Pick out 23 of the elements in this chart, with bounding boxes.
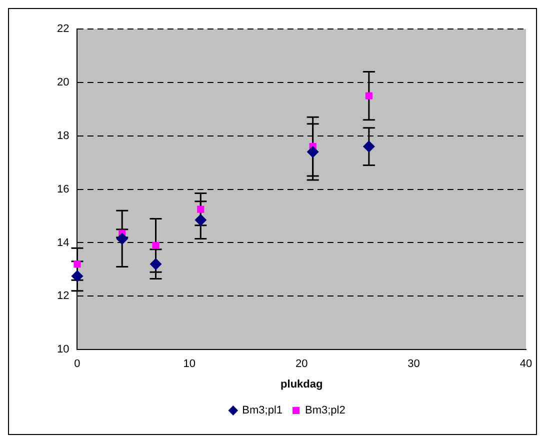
x-tick-label: 20 — [295, 358, 308, 370]
y-tick-label: 18 — [56, 130, 70, 142]
x-tick-label: 10 — [183, 358, 196, 370]
point — [306, 146, 319, 158]
y-tick-label: 12 — [56, 290, 70, 302]
point — [152, 242, 160, 249]
x-axis-title: plukdag — [280, 378, 323, 390]
point — [116, 232, 128, 245]
y-tick-label: 22 — [56, 23, 70, 36]
x-tick-label: 0 — [74, 358, 80, 370]
legend-label: Bm3;pl2 — [305, 404, 346, 417]
legend-label: Bm3;pl1 — [242, 404, 283, 417]
y-tick-label: 20 — [56, 76, 70, 88]
y-tick-label: 10 — [56, 344, 70, 356]
point — [362, 140, 375, 153]
y-tick-label: 16 — [56, 183, 70, 196]
point — [365, 92, 372, 100]
point — [150, 258, 162, 270]
y-tick-label: 14 — [56, 236, 70, 249]
point — [197, 206, 204, 213]
x-tick-label: 30 — [408, 358, 420, 370]
x-tick-label: 40 — [520, 358, 532, 370]
point — [194, 214, 207, 226]
